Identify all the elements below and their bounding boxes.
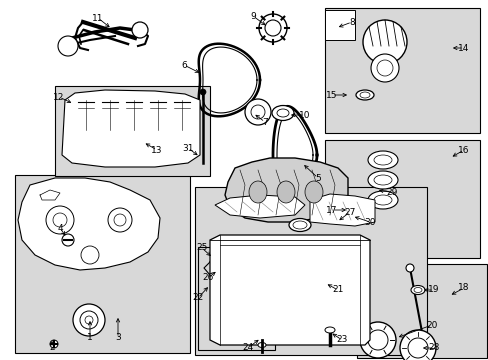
Text: 22: 22 xyxy=(192,293,203,302)
Ellipse shape xyxy=(276,181,294,203)
Circle shape xyxy=(108,208,132,232)
Text: 26: 26 xyxy=(202,274,213,283)
Circle shape xyxy=(200,89,205,95)
Ellipse shape xyxy=(310,280,325,289)
Text: 30: 30 xyxy=(364,217,375,226)
Text: 21: 21 xyxy=(332,285,343,294)
Bar xyxy=(325,10,354,40)
Text: 2: 2 xyxy=(49,343,55,352)
Ellipse shape xyxy=(367,151,397,169)
Circle shape xyxy=(329,20,346,36)
Circle shape xyxy=(212,270,227,286)
Ellipse shape xyxy=(325,327,334,333)
Bar xyxy=(325,140,479,258)
Ellipse shape xyxy=(367,171,397,189)
Text: 4: 4 xyxy=(57,224,62,233)
Ellipse shape xyxy=(373,155,391,165)
Circle shape xyxy=(216,274,224,282)
Ellipse shape xyxy=(352,209,362,215)
Text: 23: 23 xyxy=(336,336,347,345)
Ellipse shape xyxy=(305,181,323,203)
Circle shape xyxy=(407,338,427,358)
Circle shape xyxy=(114,214,126,226)
Text: 17: 17 xyxy=(325,206,337,215)
Circle shape xyxy=(259,14,286,42)
Circle shape xyxy=(53,213,67,227)
Ellipse shape xyxy=(288,219,310,231)
Circle shape xyxy=(250,105,264,119)
Text: 31: 31 xyxy=(182,144,193,153)
Ellipse shape xyxy=(413,288,421,292)
Bar xyxy=(198,247,274,350)
Bar xyxy=(195,187,426,355)
Ellipse shape xyxy=(258,342,265,347)
Text: 25: 25 xyxy=(196,243,207,252)
Circle shape xyxy=(367,330,387,350)
Circle shape xyxy=(376,60,392,76)
Ellipse shape xyxy=(367,191,397,209)
Ellipse shape xyxy=(276,109,288,117)
Text: 15: 15 xyxy=(325,90,337,99)
Polygon shape xyxy=(215,195,305,218)
Circle shape xyxy=(362,20,406,64)
Polygon shape xyxy=(209,235,369,345)
Text: 1: 1 xyxy=(87,333,93,342)
Ellipse shape xyxy=(313,283,321,288)
Bar xyxy=(325,8,479,133)
Ellipse shape xyxy=(355,90,373,100)
Ellipse shape xyxy=(248,181,266,203)
Text: 29: 29 xyxy=(386,188,397,197)
Circle shape xyxy=(85,316,93,324)
Bar xyxy=(15,175,190,353)
Circle shape xyxy=(329,20,346,36)
Circle shape xyxy=(73,304,105,336)
Text: 27: 27 xyxy=(344,207,355,216)
Circle shape xyxy=(50,340,58,348)
Polygon shape xyxy=(224,158,347,222)
Text: 13: 13 xyxy=(151,145,163,154)
Text: 19: 19 xyxy=(427,285,439,294)
Text: 5: 5 xyxy=(314,174,320,183)
Circle shape xyxy=(58,36,78,56)
Circle shape xyxy=(81,246,99,264)
Ellipse shape xyxy=(292,221,306,229)
Bar xyxy=(356,264,486,358)
Circle shape xyxy=(399,330,435,360)
Text: 11: 11 xyxy=(92,14,103,23)
Text: 10: 10 xyxy=(299,111,310,120)
Text: 9: 9 xyxy=(250,12,255,21)
Text: 20: 20 xyxy=(426,320,437,329)
Text: 6: 6 xyxy=(181,60,186,69)
Text: 14: 14 xyxy=(457,44,469,53)
Circle shape xyxy=(244,99,270,125)
Ellipse shape xyxy=(271,105,293,121)
Circle shape xyxy=(405,264,413,272)
Text: 3: 3 xyxy=(115,333,121,342)
Text: 18: 18 xyxy=(457,284,469,292)
Text: 24: 24 xyxy=(242,343,253,352)
Circle shape xyxy=(80,311,98,329)
Ellipse shape xyxy=(373,175,391,185)
Circle shape xyxy=(264,20,281,36)
Circle shape xyxy=(46,206,74,234)
Ellipse shape xyxy=(359,92,369,98)
Ellipse shape xyxy=(348,207,366,217)
Polygon shape xyxy=(18,178,160,270)
Text: 8: 8 xyxy=(348,18,354,27)
Text: 16: 16 xyxy=(457,145,469,154)
Circle shape xyxy=(132,22,148,38)
Circle shape xyxy=(370,54,398,82)
Ellipse shape xyxy=(410,285,424,294)
Text: 28: 28 xyxy=(427,343,439,352)
Circle shape xyxy=(333,24,341,32)
Polygon shape xyxy=(62,90,200,167)
Bar xyxy=(55,86,209,176)
Text: 12: 12 xyxy=(53,93,64,102)
Text: 7: 7 xyxy=(262,117,267,126)
Circle shape xyxy=(359,322,395,358)
Ellipse shape xyxy=(373,195,391,205)
Circle shape xyxy=(62,234,74,246)
Polygon shape xyxy=(309,194,374,226)
